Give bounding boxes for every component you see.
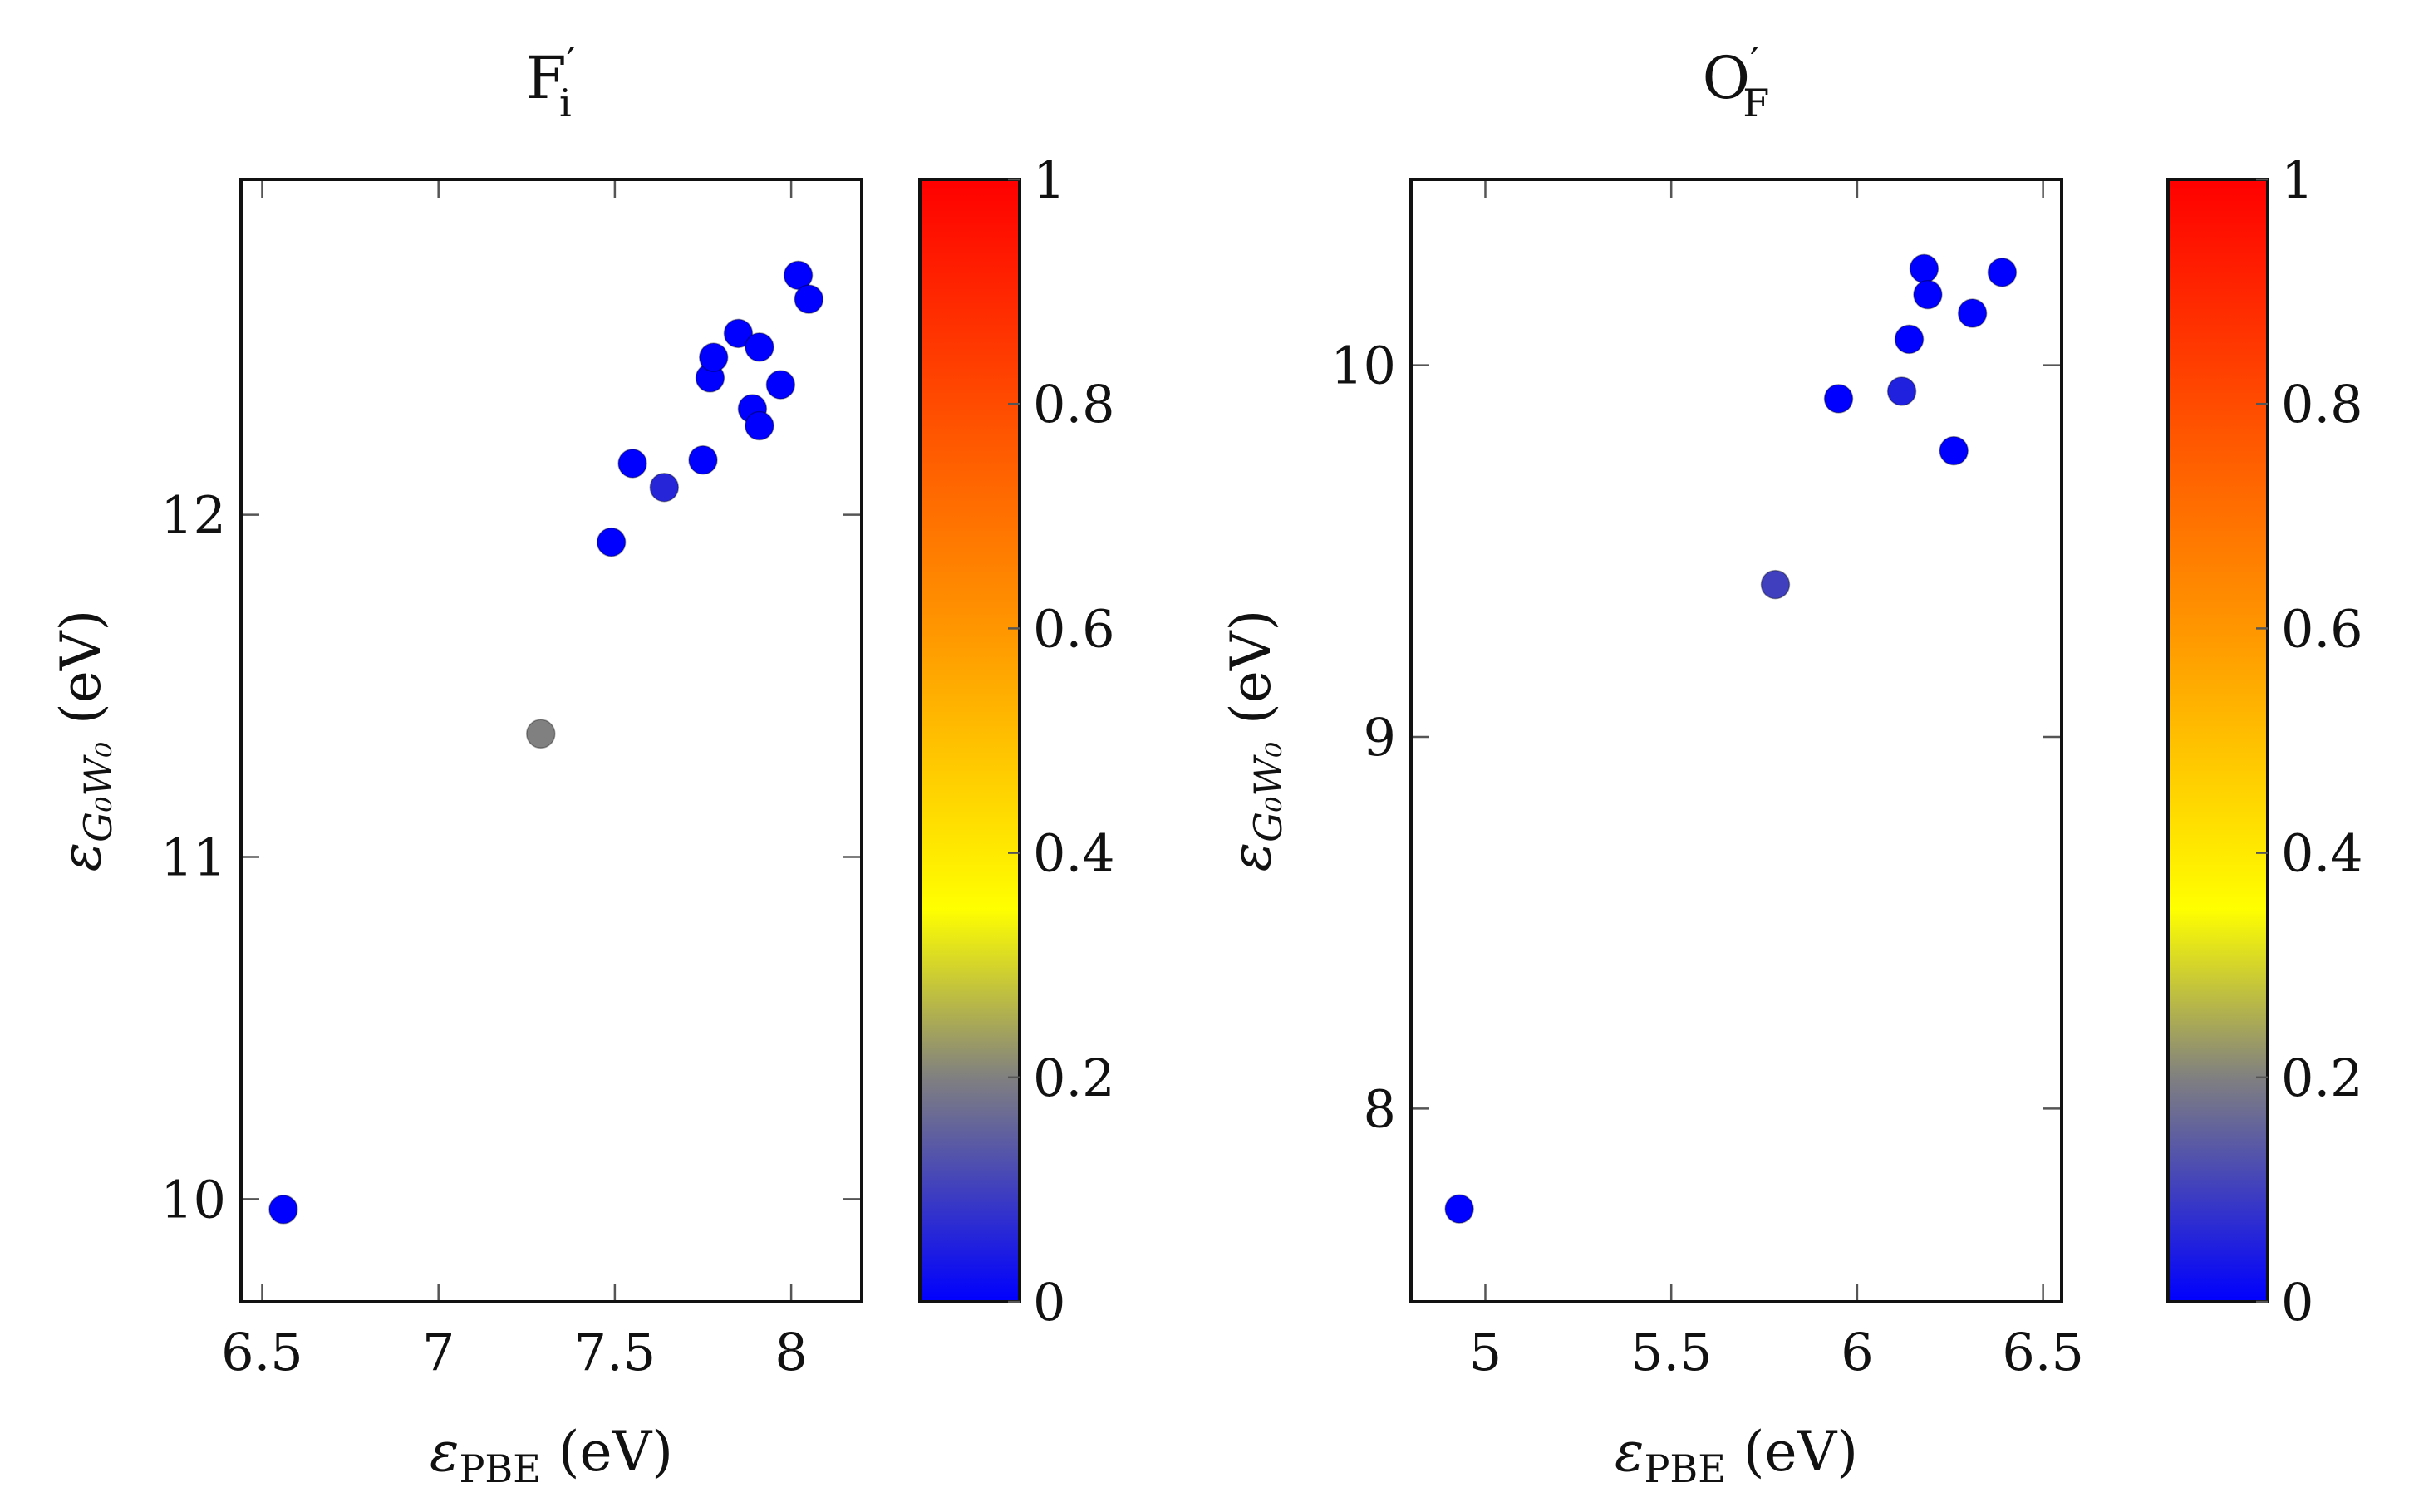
y-axis-label: εG₀W₀ (eV) bbox=[49, 610, 120, 872]
data-point bbox=[745, 332, 774, 362]
colorbar-tick-label: 0 bbox=[1033, 1272, 1065, 1333]
data-point bbox=[688, 445, 718, 475]
data-point bbox=[1444, 1194, 1474, 1224]
colorbar-fill bbox=[920, 179, 1020, 1302]
data-point bbox=[1939, 435, 1969, 466]
title-prime: ′ bbox=[567, 38, 576, 86]
y-tick-label: 11 bbox=[160, 827, 226, 888]
data-point bbox=[617, 449, 647, 479]
x-axis-subscript: PBE bbox=[459, 1446, 540, 1491]
data-point bbox=[1823, 384, 1854, 414]
data-point bbox=[794, 284, 824, 314]
x-axis-symbol: ε bbox=[1615, 1420, 1644, 1484]
x-axis-label: εPBE (eV) bbox=[430, 1420, 673, 1491]
x-axis-unit: (eV) bbox=[541, 1420, 673, 1484]
y-axis-symbol: ε bbox=[1219, 842, 1283, 871]
x-tick-label: 8 bbox=[774, 1322, 807, 1382]
colorbar-tick-label: 0.8 bbox=[2281, 374, 2363, 434]
x-axis-label: εPBE (eV) bbox=[1615, 1420, 1858, 1491]
colorbar-tick-label: 1 bbox=[2281, 150, 2313, 210]
title-prime: ′ bbox=[1750, 38, 1759, 86]
x-tick-label: 7.5 bbox=[574, 1322, 656, 1382]
panel-title: F′ i bbox=[526, 38, 576, 125]
plot-frame bbox=[1409, 178, 2063, 1303]
title-main: F bbox=[526, 44, 567, 112]
x-tick-label: 5 bbox=[1469, 1322, 1502, 1382]
data-point bbox=[1957, 298, 1988, 328]
y-tick-label: 9 bbox=[1364, 707, 1396, 768]
data-point bbox=[698, 342, 729, 372]
data-point bbox=[745, 410, 774, 441]
colorbar-frame bbox=[918, 178, 1021, 1303]
x-tick-label: 7 bbox=[422, 1322, 455, 1382]
y-tick-label: 10 bbox=[1330, 336, 1396, 396]
x-axis-symbol: ε bbox=[430, 1420, 459, 1484]
data-point bbox=[765, 370, 796, 400]
colorbar-tick-label: 0.2 bbox=[2281, 1048, 2363, 1108]
data-point bbox=[783, 260, 814, 291]
y-tick-label: 8 bbox=[1364, 1078, 1396, 1139]
data-point bbox=[596, 527, 627, 557]
title-subscript: i bbox=[559, 81, 572, 125]
y-axis-label: εG₀W₀ (eV) bbox=[1219, 610, 1291, 872]
data-point bbox=[526, 719, 556, 749]
colorbar-tick-label: 0.6 bbox=[2281, 598, 2363, 659]
colorbar-tick-label: 0.6 bbox=[1033, 598, 1115, 659]
data-point bbox=[1760, 569, 1791, 600]
y-axis-unit: (eV) bbox=[1219, 610, 1283, 742]
y-axis-subscript: G₀W₀ bbox=[1246, 742, 1291, 842]
x-tick-label: 5.5 bbox=[1630, 1322, 1713, 1382]
x-tick-label: 6.5 bbox=[221, 1322, 303, 1382]
data-point bbox=[268, 1195, 298, 1225]
colorbar-frame bbox=[2166, 178, 2269, 1303]
colorbar-tick-label: 0.8 bbox=[1033, 374, 1115, 434]
colorbar-tick-label: 0.4 bbox=[2281, 823, 2363, 884]
y-axis-unit: (eV) bbox=[49, 610, 113, 742]
y-axis-symbol: ε bbox=[49, 842, 113, 871]
data-point bbox=[1886, 376, 1917, 406]
x-axis-subscript: PBE bbox=[1644, 1446, 1725, 1491]
panel-title: O′ F bbox=[1703, 38, 1770, 125]
y-tick-label: 10 bbox=[160, 1169, 226, 1230]
y-tick-label: 12 bbox=[160, 485, 226, 546]
y-axis-subscript: G₀W₀ bbox=[76, 742, 120, 842]
x-axis-unit: (eV) bbox=[1726, 1420, 1858, 1484]
plot-frame bbox=[239, 178, 863, 1303]
colorbar-tick-label: 0.4 bbox=[1033, 823, 1115, 884]
colorbar-fill bbox=[2168, 179, 2268, 1302]
colorbar-tick-label: 0.2 bbox=[1033, 1048, 1115, 1108]
colorbar-tick-label: 1 bbox=[1033, 150, 1065, 210]
data-point bbox=[1894, 324, 1925, 355]
data-point bbox=[1909, 253, 1939, 284]
x-tick-label: 6.5 bbox=[2002, 1322, 2084, 1382]
title-main: O bbox=[1703, 44, 1750, 112]
title-subscript: F bbox=[1743, 81, 1769, 125]
x-tick-label: 6 bbox=[1841, 1322, 1873, 1382]
data-point bbox=[1987, 258, 2018, 287]
data-point bbox=[723, 318, 754, 349]
data-point bbox=[649, 472, 680, 503]
colorbar-tick-label: 0 bbox=[2281, 1272, 2313, 1333]
data-point bbox=[1913, 279, 1943, 310]
